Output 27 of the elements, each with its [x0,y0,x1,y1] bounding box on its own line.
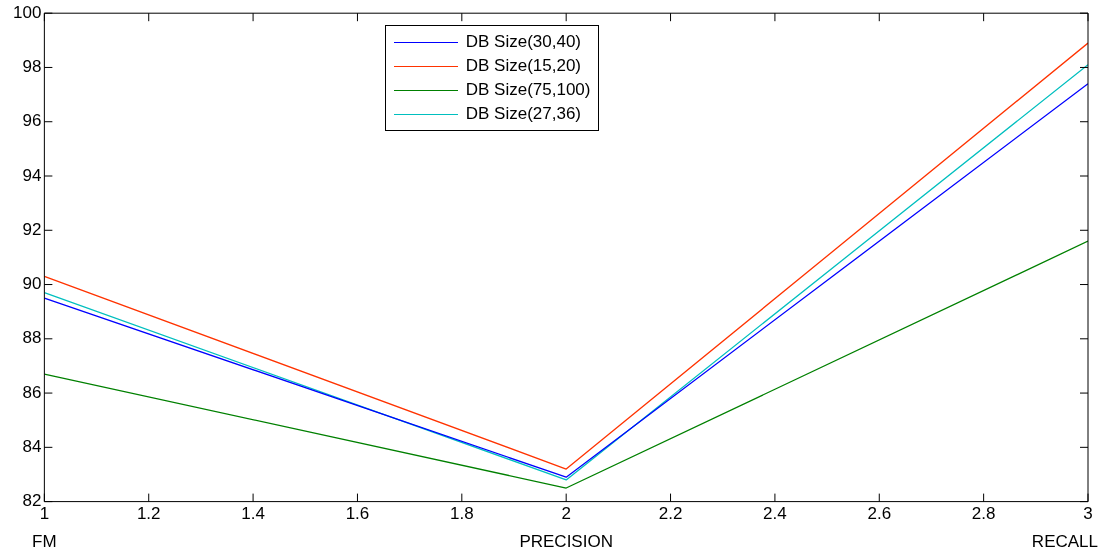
y-tick-label: 84 [22,437,42,457]
x-tick-label: 1.2 [136,504,161,524]
x-tick-label: 2.2 [658,504,683,524]
legend-label: DB Size(27,36) [465,104,582,125]
legend-label: DB Size(75,100) [465,80,591,101]
legend-label: DB Size(30,40) [465,32,582,53]
y-tick-label: 92 [22,219,42,239]
text: FM [32,531,57,552]
y-tick-label: 100 [12,2,42,22]
y-tick-label: 96 [22,111,42,131]
y-tick-label: 88 [22,328,42,348]
y-tick-label: 94 [22,165,42,185]
x-tick-label: 2.4 [763,504,787,524]
x-tick-label: 1.6 [345,504,370,524]
y-tick-label: 86 [22,382,42,402]
y-tick-label: 90 [22,274,42,294]
legend-label: DB Size(15,20) [465,56,582,77]
text: PRECISION [519,531,613,552]
x-tick-label: 1.8 [450,504,474,524]
y-tick-label: 82 [22,491,42,511]
x-tick-label: 2.8 [971,504,996,524]
x-tick-label: 3 [1083,504,1093,524]
x-tick-label: 2.6 [867,504,892,524]
x-tick-label: 1.4 [241,504,265,524]
x-tick-label: 2 [561,504,571,524]
y-tick-label: 98 [22,57,42,77]
text: RECALL [1031,531,1098,552]
